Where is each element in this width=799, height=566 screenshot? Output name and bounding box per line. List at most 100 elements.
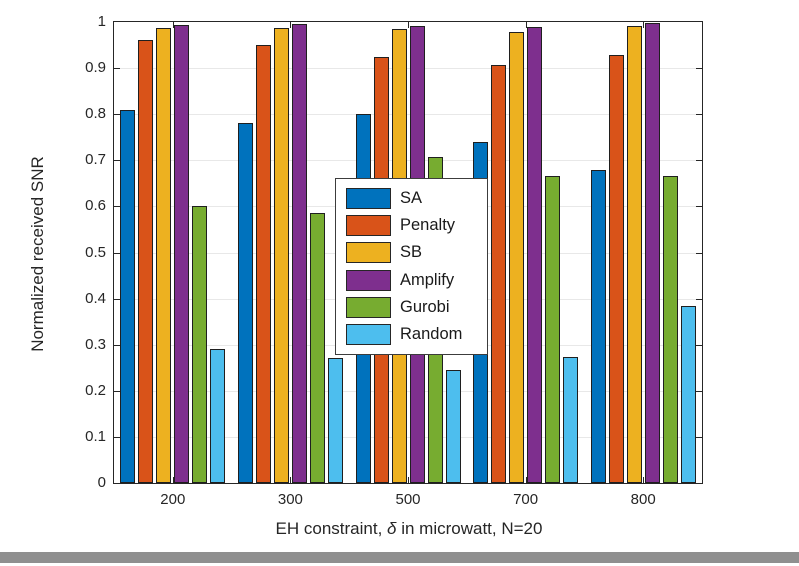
bar-group <box>237 22 343 483</box>
y-tick-label: 0.9 <box>85 59 106 77</box>
bar-random-200 <box>210 349 226 483</box>
bar-sa-800 <box>590 169 606 483</box>
plot-area <box>113 21 703 484</box>
y-tick-label: 1 <box>97 13 106 30</box>
legend-item-random: Random <box>336 323 487 345</box>
bar-sa-300 <box>237 123 253 483</box>
y-axis-label: Normalized received SNR <box>28 156 47 352</box>
bar-group <box>473 22 579 483</box>
bar-sb-300 <box>273 28 289 483</box>
x-tick-mark-bottom <box>643 477 645 483</box>
x-axis-label-pre: EH constraint, <box>275 519 388 538</box>
x-tick-mark-top <box>525 22 527 28</box>
bar-amplify-700 <box>527 27 543 483</box>
x-tick-label: 500 <box>395 491 421 508</box>
x-tick-mark-bottom <box>525 477 527 483</box>
bar-sb-700 <box>509 32 525 483</box>
x-axis-label: EH constraint, δ in microwatt, N=20 <box>114 519 704 539</box>
legend-item-amplify: Amplify <box>336 269 487 291</box>
y-tick-label: 0 <box>97 474 106 491</box>
x-tick-mark-bottom <box>408 477 409 483</box>
bar-penalty-200 <box>138 40 154 483</box>
x-tick-mark-bottom <box>290 477 292 483</box>
bar-amplify-200 <box>174 25 190 483</box>
bar-random-800 <box>680 305 696 483</box>
y-tick-mark-right <box>696 252 702 254</box>
bar-gurobi-200 <box>192 205 208 483</box>
y-tick-mark-right <box>696 436 702 438</box>
y-tick-mark-right <box>696 344 702 346</box>
y-tick-mark-left <box>114 436 120 438</box>
legend-item-gurobi: Gurobi <box>336 296 487 318</box>
bottom-divider-bar <box>0 552 799 563</box>
y-tick-mark-left <box>114 160 120 162</box>
legend-label: SB <box>400 243 423 262</box>
legend-item-sb: SB <box>336 242 487 264</box>
bar-random-700 <box>563 356 579 483</box>
bar-random-300 <box>327 358 343 483</box>
x-tick-label: 200 <box>160 491 186 508</box>
y-tick-label: 0.8 <box>85 105 106 123</box>
legend: SA Penalty SB Amplify Gurobi Random <box>335 178 488 355</box>
y-tick-mark-right <box>696 114 702 116</box>
bar-sa-200 <box>120 109 136 483</box>
y-tick-mark-right <box>696 206 702 208</box>
y-tick-mark-right <box>696 298 702 300</box>
y-tick-mark-right <box>696 390 702 392</box>
legend-label: Penalty <box>400 216 456 235</box>
legend-label: Amplify <box>400 270 455 289</box>
x-tick-label: 700 <box>513 491 539 508</box>
x-tick-label: 800 <box>630 491 656 508</box>
y-tick-mark-right <box>696 68 702 70</box>
legend-label: Gurobi <box>400 297 450 316</box>
y-tick-mark-right <box>696 160 702 162</box>
y-tick-label: 0.4 <box>85 289 106 307</box>
legend-swatch-penalty <box>346 215 391 237</box>
bar-gurobi-300 <box>309 212 325 483</box>
x-tick-mark-top <box>643 22 645 28</box>
legend-swatch-sb <box>346 242 391 264</box>
delta-symbol: δ <box>387 519 397 538</box>
gridline <box>114 68 702 70</box>
x-axis-label-post: in microwatt, N=20 <box>396 519 543 538</box>
y-tick-label: 0.2 <box>85 381 106 399</box>
y-tick-mark-left <box>114 344 120 346</box>
plot-inner <box>114 22 702 483</box>
y-tick-mark-left <box>114 390 120 392</box>
y-tick-mark-left <box>114 252 120 254</box>
bar-group <box>590 22 696 483</box>
legend-swatch-amplify <box>346 269 391 291</box>
bar-amplify-800 <box>644 23 660 483</box>
bar-penalty-700 <box>491 64 507 483</box>
legend-label: Random <box>400 324 463 343</box>
x-tick-mark-top <box>290 22 292 28</box>
y-tick-mark-left <box>114 206 120 208</box>
x-tick-mark-top <box>172 22 174 28</box>
bar-gurobi-700 <box>545 176 561 483</box>
gridline <box>114 390 702 392</box>
bar-gurobi-800 <box>662 176 678 483</box>
gridline <box>114 160 702 162</box>
legend-label: SA <box>400 189 423 208</box>
gridline <box>114 436 702 438</box>
legend-swatch-gurobi <box>346 296 391 318</box>
bar-amplify-300 <box>291 24 307 483</box>
bar-penalty-800 <box>608 55 624 483</box>
legend-swatch-random <box>346 323 391 345</box>
y-tick-label: 0.6 <box>85 197 106 215</box>
legend-swatch-sa <box>346 188 391 210</box>
y-tick-mark-left <box>114 114 120 116</box>
y-tick-label: 0.3 <box>85 335 106 353</box>
legend-item-penalty: Penalty <box>336 215 487 237</box>
x-tick-mark-top <box>408 22 409 28</box>
bar-sb-200 <box>156 28 172 483</box>
y-tick-mark-left <box>114 68 120 70</box>
y-tick-label: 0.7 <box>85 151 106 169</box>
y-tick-mark-left <box>114 298 120 300</box>
bar-penalty-300 <box>255 45 271 483</box>
gridline <box>114 114 702 116</box>
bar-sb-800 <box>626 26 642 483</box>
x-tick-label: 300 <box>277 491 303 508</box>
legend-item-sa: SA <box>336 188 487 210</box>
bar-group <box>120 22 226 483</box>
